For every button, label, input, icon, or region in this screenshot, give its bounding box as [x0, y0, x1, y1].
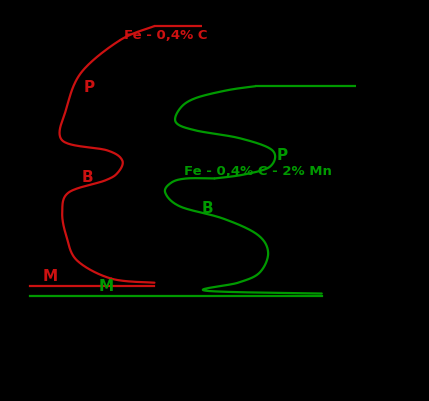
Text: P: P — [277, 148, 288, 163]
Text: M: M — [43, 269, 58, 284]
Text: B: B — [202, 200, 213, 215]
Text: Fe - 0,4% C - 2% Mn: Fe - 0,4% C - 2% Mn — [184, 166, 332, 178]
Text: P: P — [84, 80, 95, 95]
Text: B: B — [82, 170, 93, 185]
Text: Fe - 0,4% C: Fe - 0,4% C — [124, 29, 208, 42]
Text: M: M — [99, 279, 114, 294]
